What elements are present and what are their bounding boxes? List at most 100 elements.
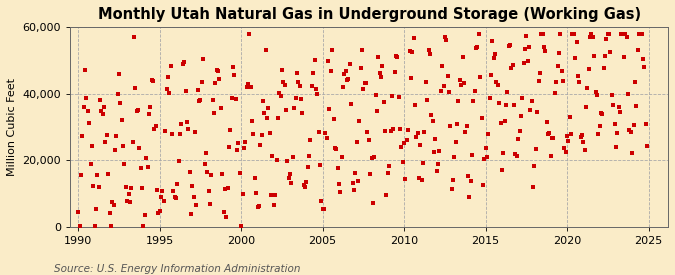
Point xyxy=(227,65,238,69)
Point xyxy=(226,96,237,100)
Point xyxy=(518,60,529,65)
Point xyxy=(144,112,155,116)
Point xyxy=(153,211,164,216)
Text: Source: U.S. Energy Information Administration: Source: U.S. Energy Information Administ… xyxy=(54,264,300,274)
Point xyxy=(635,32,646,36)
Point xyxy=(292,71,302,75)
Point xyxy=(469,89,480,93)
Point xyxy=(489,52,500,56)
Point xyxy=(418,160,429,165)
Point xyxy=(274,90,285,95)
Point xyxy=(145,105,156,109)
Point xyxy=(258,98,269,103)
Point xyxy=(576,133,587,137)
Point xyxy=(505,43,516,48)
Point xyxy=(304,154,315,158)
Point xyxy=(168,189,179,193)
Point xyxy=(394,95,404,100)
Point xyxy=(173,158,184,163)
Point xyxy=(514,129,525,133)
Point xyxy=(547,136,558,140)
Point xyxy=(327,48,338,53)
Point xyxy=(77,133,88,138)
Point xyxy=(434,149,445,154)
Point xyxy=(623,91,634,96)
Point xyxy=(132,108,143,112)
Point xyxy=(352,179,363,183)
Point xyxy=(149,127,160,131)
Point xyxy=(504,44,514,48)
Point xyxy=(194,99,205,103)
Point xyxy=(284,175,294,180)
Point xyxy=(99,104,109,109)
Point xyxy=(535,71,545,76)
Point xyxy=(624,127,635,132)
Point xyxy=(410,103,421,107)
Point xyxy=(156,194,167,199)
Point xyxy=(521,34,532,38)
Point xyxy=(339,71,350,76)
Point xyxy=(602,32,613,36)
Point xyxy=(255,143,266,148)
Point xyxy=(107,200,117,205)
Point xyxy=(551,80,562,84)
Point xyxy=(554,51,564,55)
Point xyxy=(599,53,610,58)
Point xyxy=(399,141,410,145)
Point xyxy=(261,47,271,52)
Point xyxy=(308,71,319,75)
Point xyxy=(358,86,369,91)
Point xyxy=(364,172,375,176)
Point xyxy=(300,185,310,189)
Point xyxy=(262,116,273,120)
Point xyxy=(628,123,639,128)
Point xyxy=(265,131,275,135)
Point xyxy=(567,32,578,36)
Point xyxy=(340,69,351,73)
Point xyxy=(457,55,468,59)
Point xyxy=(601,37,612,41)
Point xyxy=(389,70,400,75)
Point xyxy=(210,81,221,85)
Point xyxy=(398,160,408,164)
Point xyxy=(438,84,449,88)
Point xyxy=(273,116,284,120)
Point xyxy=(392,55,403,59)
Point xyxy=(638,57,649,61)
Point xyxy=(141,156,152,160)
Point xyxy=(634,32,645,36)
Point xyxy=(317,207,328,211)
Point xyxy=(343,77,354,81)
Point xyxy=(200,151,211,155)
Point xyxy=(104,211,115,216)
Point xyxy=(618,32,628,36)
Point xyxy=(269,203,279,207)
Point xyxy=(199,161,210,166)
Point xyxy=(568,32,579,36)
Point xyxy=(207,98,218,102)
Point xyxy=(211,67,222,72)
Point xyxy=(128,35,139,39)
Point xyxy=(421,80,431,85)
Point xyxy=(286,181,297,185)
Point xyxy=(242,82,253,86)
Point xyxy=(609,122,620,126)
Point xyxy=(400,177,411,181)
Point xyxy=(259,111,270,116)
Point xyxy=(302,165,313,169)
Point xyxy=(217,172,227,176)
Point xyxy=(586,32,597,36)
Point xyxy=(520,47,531,51)
Point xyxy=(571,40,582,44)
Point xyxy=(180,89,191,93)
Point xyxy=(152,188,163,193)
Point xyxy=(97,112,108,116)
Point xyxy=(281,108,292,112)
Point xyxy=(108,203,119,207)
Point xyxy=(552,64,563,68)
Point xyxy=(385,128,396,133)
Point xyxy=(88,184,99,188)
Point xyxy=(175,132,186,137)
Point xyxy=(473,32,484,36)
Point xyxy=(319,207,329,211)
